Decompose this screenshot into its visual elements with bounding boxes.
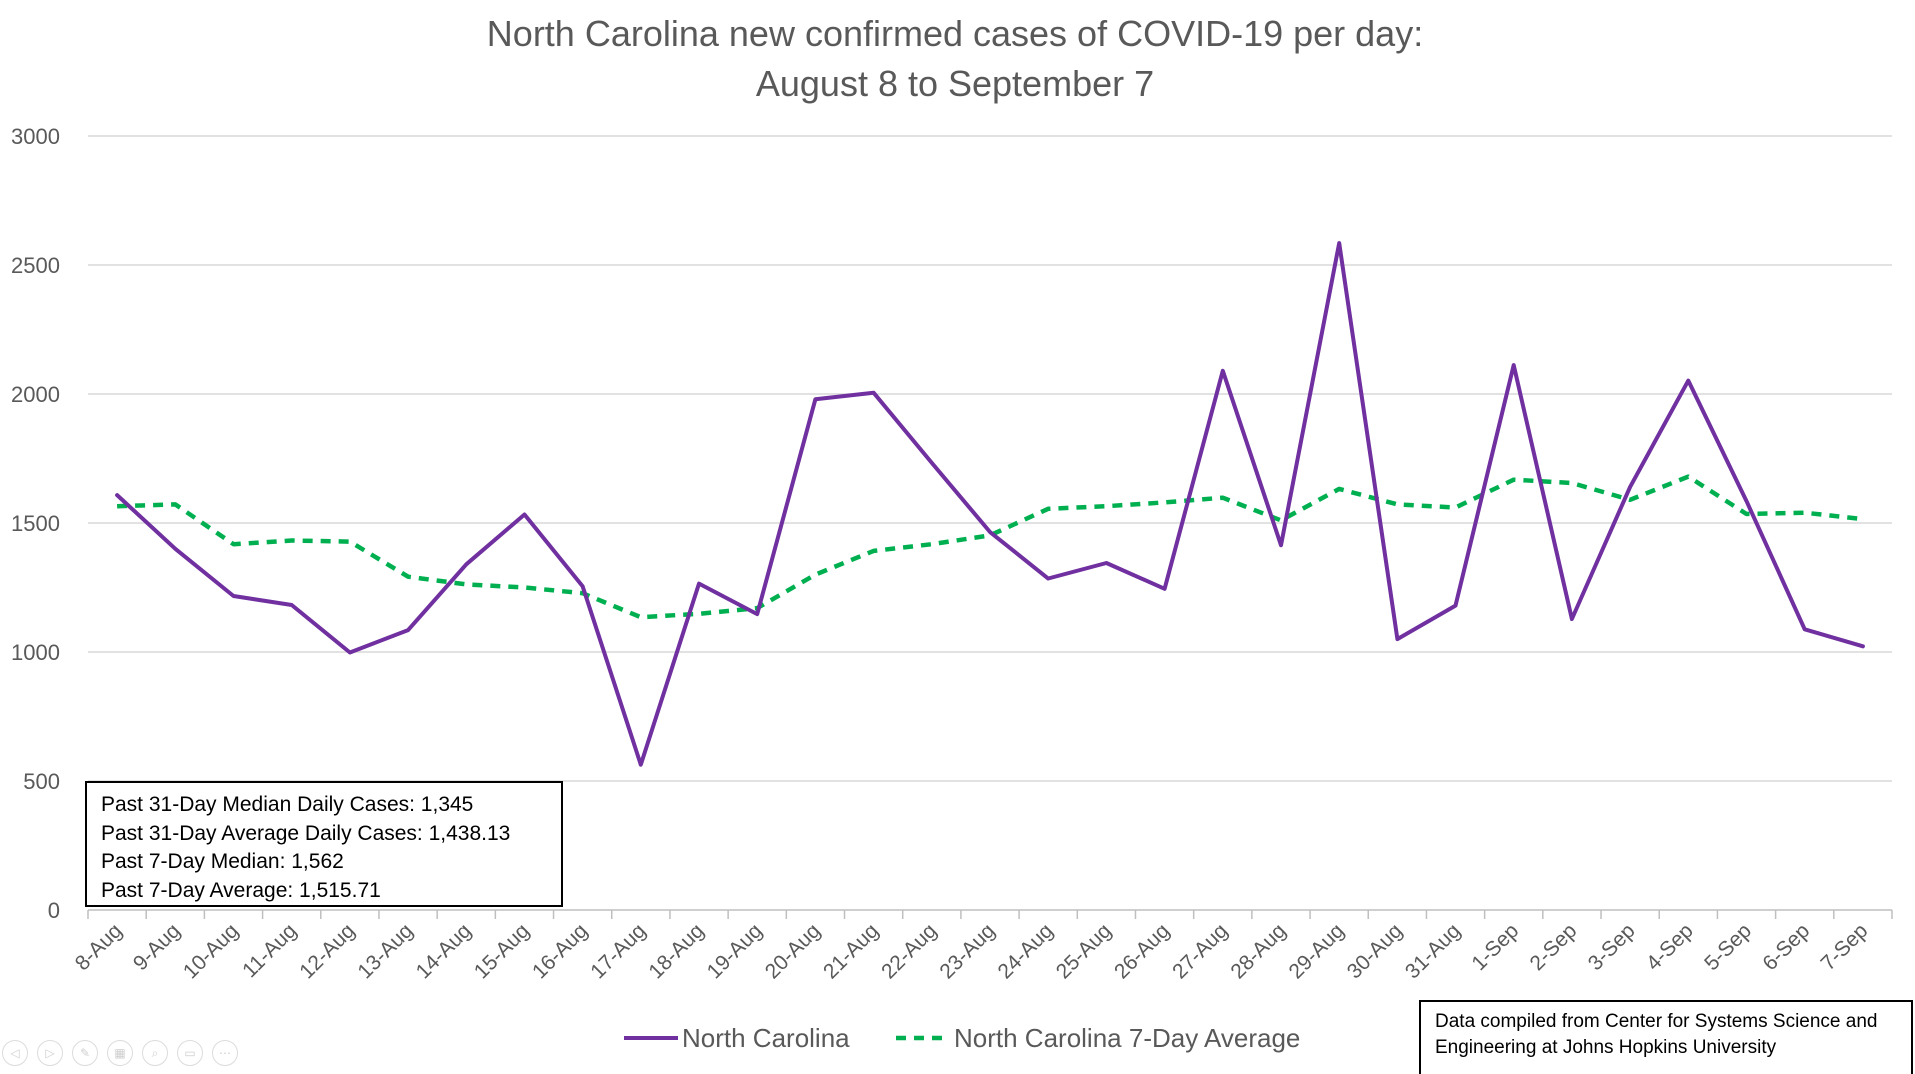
x-tick-label: 19-Aug (703, 919, 767, 983)
x-tick-label: 1-Sep (1467, 919, 1523, 975)
y-tick-label: 1000 (11, 640, 60, 665)
pen-tool-icon: ✎ (79, 1046, 91, 1060)
x-tick-label: 10-Aug (179, 919, 243, 983)
series-lines (115, 241, 1865, 767)
zoom-icon: ⌕ (151, 1046, 159, 1060)
slideshow-controls: ◁ ▷ ✎ ▦ ⌕ ▭ ⋯ (2, 1040, 238, 1070)
x-tick-label: 30-Aug (1343, 919, 1407, 983)
y-tick-label: 1500 (11, 511, 60, 536)
y-tick-label: 0 (48, 898, 60, 923)
x-axis-ticks: 8-Aug 9-Aug10-Aug11-Aug12-Aug13-Aug14-Aug… (71, 910, 1893, 983)
y-axis-ticks: 0 500 1000 1500 2000 2500 3000 (11, 124, 60, 923)
x-tick-label: 26-Aug (1110, 919, 1174, 983)
x-tick-label: 28-Aug (1226, 919, 1290, 983)
next-slide-button[interactable]: ▷ (37, 1040, 63, 1066)
x-tick-label: 5-Sep (1700, 919, 1756, 975)
pen-tool-button[interactable]: ✎ (72, 1040, 98, 1066)
subtitles-icon: ▭ (184, 1046, 196, 1060)
x-tick-label: 22-Aug (877, 919, 941, 983)
x-tick-label: 18-Aug (644, 919, 708, 983)
x-tick-label: 14-Aug (412, 919, 476, 983)
x-tick-label: 16-Aug (528, 919, 592, 983)
x-tick-label: 6-Sep (1758, 919, 1814, 975)
legend: North Carolina North Carolina 7-Day Avera… (624, 1023, 1300, 1053)
x-tick-label: 8-Aug (71, 919, 127, 975)
x-tick-label: 4-Sep (1642, 919, 1698, 975)
summary-stats-box: Past 31-Day Median Daily Cases: 1,345 Pa… (85, 781, 563, 907)
series-line-7-day-average (117, 474, 1864, 620)
more-options-icon: ⋯ (219, 1046, 231, 1060)
stat-31-day-average: Past 31-Day Average Daily Cases: 1,438.1… (101, 821, 511, 845)
x-tick-label: 3-Sep (1584, 919, 1640, 975)
x-tick-label: 23-Aug (935, 919, 999, 983)
x-tick-label: 17-Aug (586, 919, 650, 983)
y-tick-label: 500 (23, 769, 60, 794)
chart-title-line-2: August 8 to September 7 (756, 63, 1154, 104)
stat-31-day-median: Past 31-Day Median Daily Cases: 1,345 (101, 793, 474, 816)
x-tick-label: 15-Aug (470, 919, 534, 983)
previous-slide-icon: ◁ (10, 1046, 20, 1060)
y-tick-label: 2500 (11, 253, 60, 278)
x-tick-label: 29-Aug (1285, 919, 1349, 983)
slides-overview-button[interactable]: ▦ (107, 1040, 133, 1066)
subtitles-button[interactable]: ▭ (177, 1040, 203, 1066)
y-tick-label: 2000 (11, 382, 60, 407)
x-tick-label: 11-Aug (238, 919, 301, 982)
x-tick-label: 20-Aug (761, 919, 825, 983)
x-tick-label: 31-Aug (1401, 919, 1465, 983)
x-tick-label: 25-Aug (1052, 919, 1116, 983)
zoom-button[interactable]: ⌕ (142, 1040, 168, 1066)
x-tick-label: 27-Aug (1168, 919, 1232, 983)
more-options-button[interactable]: ⋯ (212, 1040, 238, 1066)
stat-7-day-median: Past 7-Day Median: 1,562 (101, 850, 344, 873)
source-line-2: Engineering at Johns Hopkins University (1435, 1037, 1777, 1058)
next-slide-icon: ▷ (45, 1046, 55, 1060)
slides-overview-icon: ▦ (114, 1046, 126, 1060)
stat-7-day-average: Past 7-Day Average: 1,515.71 (101, 878, 381, 902)
x-tick-label: 24-Aug (994, 919, 1058, 983)
legend-label-north-carolina: North Carolina (682, 1023, 850, 1053)
chart-title-line-1: North Carolina new confirmed cases of CO… (487, 13, 1423, 54)
x-tick-label: 7-Sep (1817, 919, 1873, 975)
source-line-1: Data compiled from Center for Systems Sc… (1435, 1011, 1878, 1032)
series-line-north-carolina (115, 241, 1865, 767)
x-tick-label: 12-Aug (295, 919, 359, 983)
x-tick-label: 13-Aug (353, 919, 417, 983)
x-tick-label: 21-Aug (819, 919, 883, 983)
x-tick-label: 9-Aug (129, 919, 185, 975)
y-tick-label: 3000 (11, 124, 60, 149)
legend-label-7-day-average: North Carolina 7-Day Average (954, 1023, 1300, 1053)
data-source-note: Data compiled from Center for Systems Sc… (1419, 1000, 1913, 1074)
previous-slide-button[interactable]: ◁ (2, 1040, 28, 1066)
x-tick-label: 2-Sep (1526, 919, 1582, 975)
